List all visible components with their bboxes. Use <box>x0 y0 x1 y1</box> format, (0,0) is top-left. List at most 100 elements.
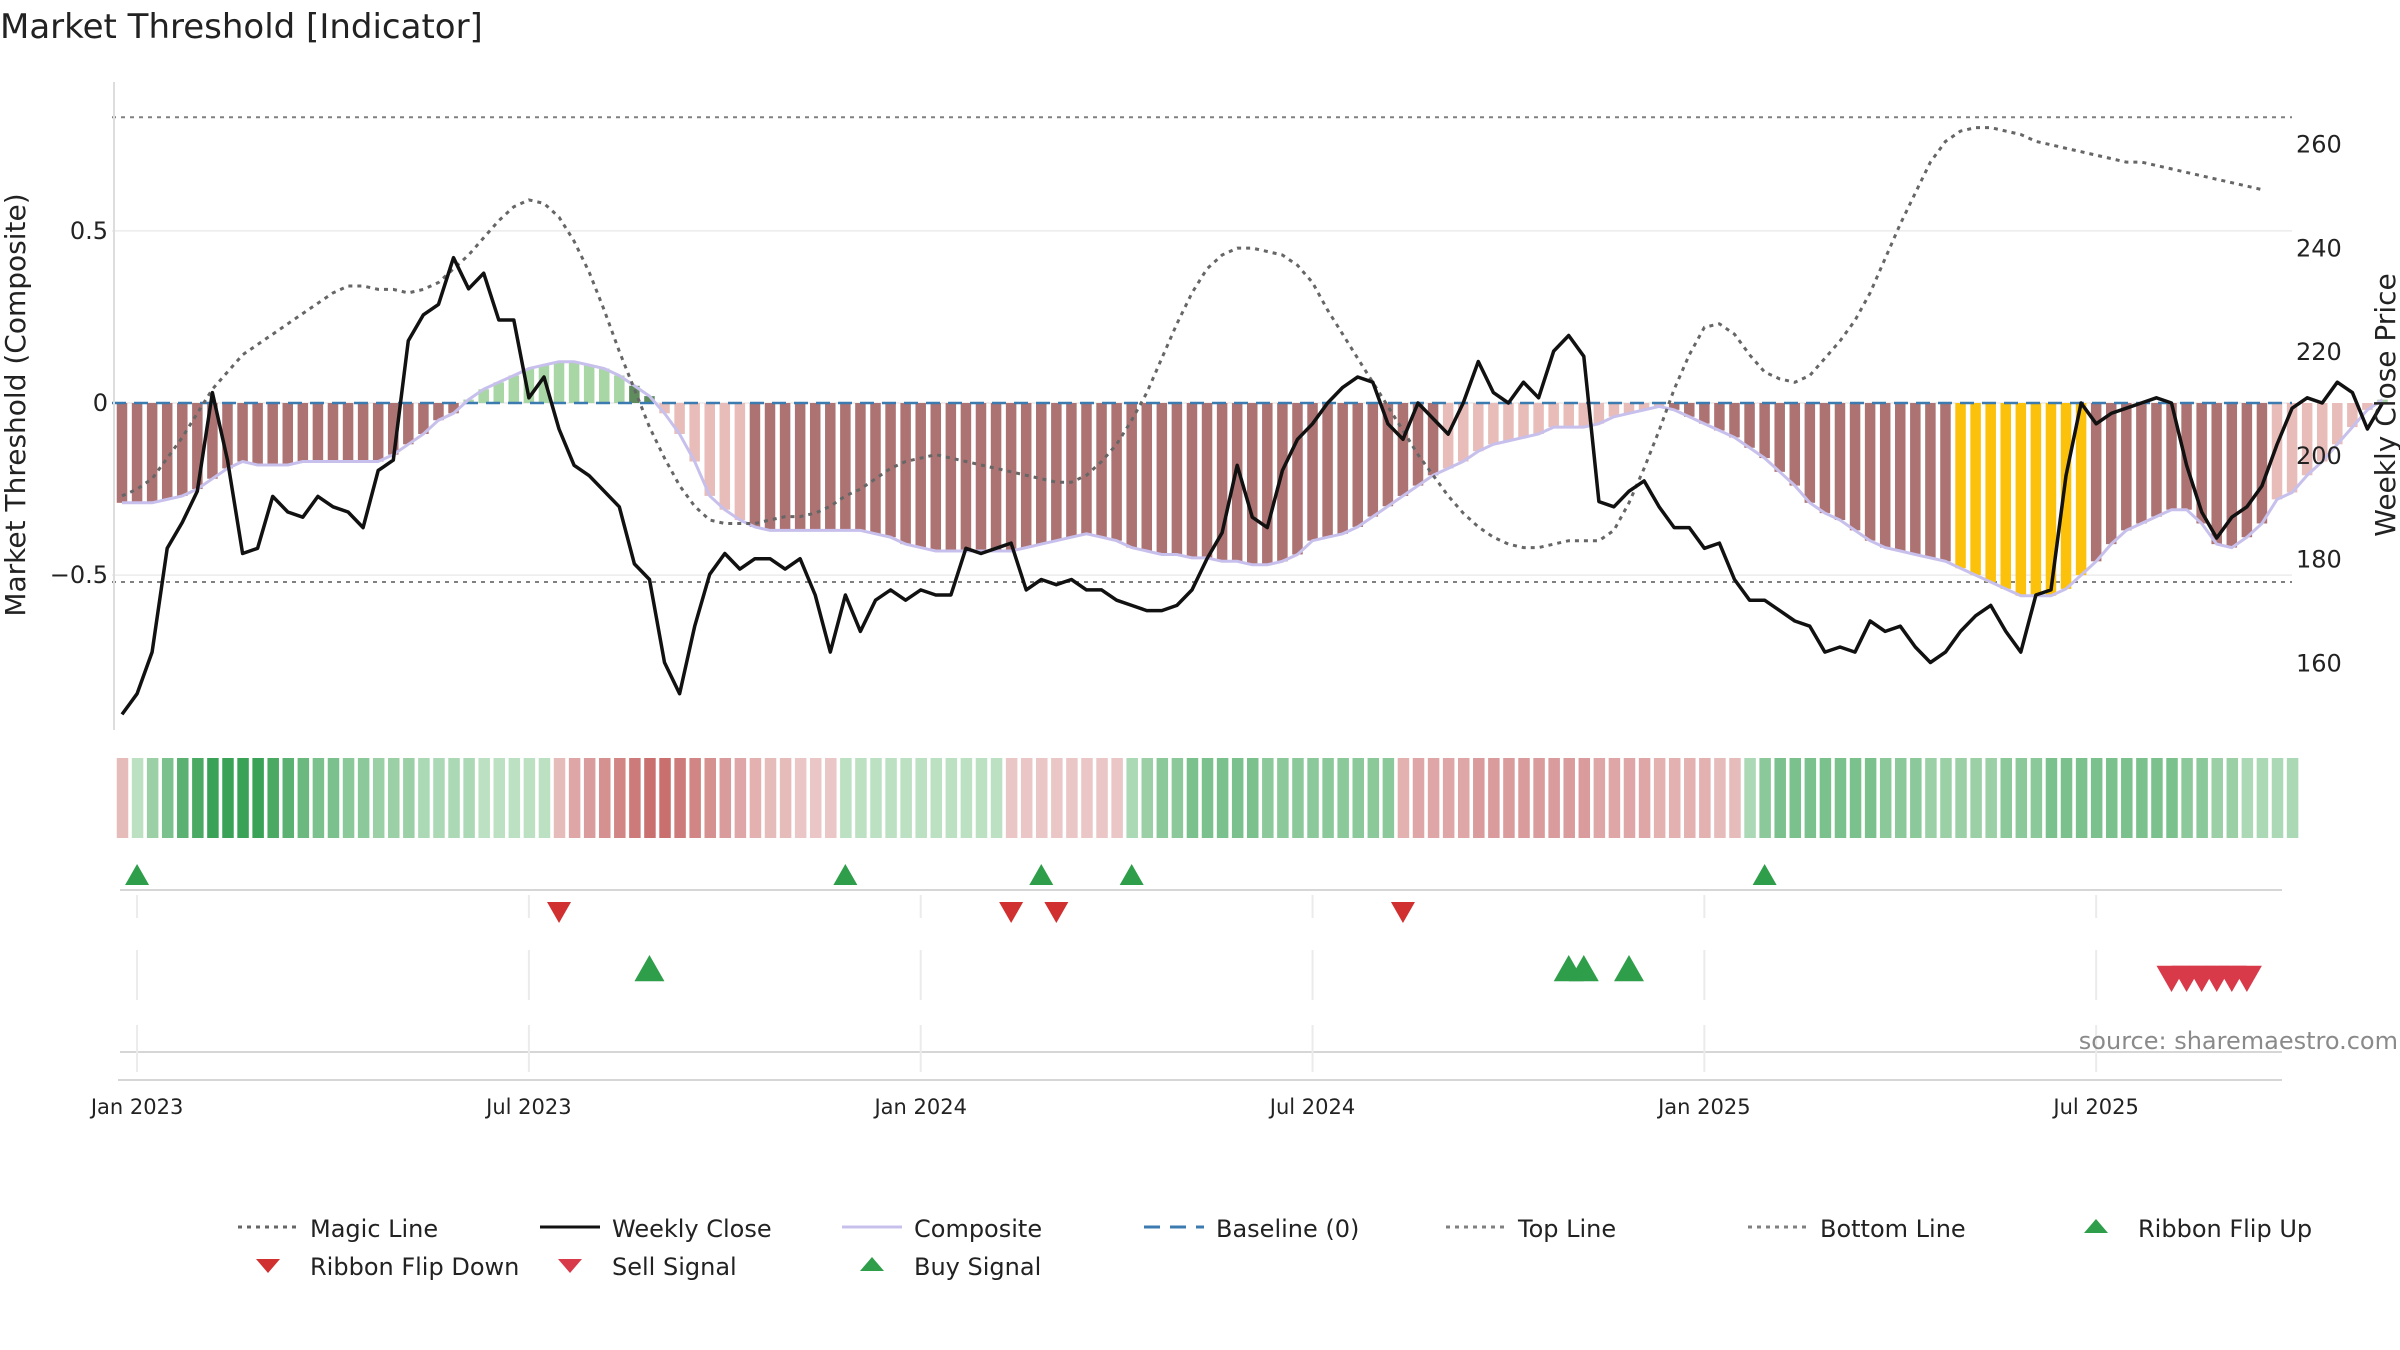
histogram-bar <box>1427 403 1439 476</box>
legend-swatch-triangle <box>256 1259 280 1273</box>
ribbon-cell <box>1970 758 1982 838</box>
histogram-bar <box>689 403 700 462</box>
histogram-bar <box>418 403 429 434</box>
histogram-bar <box>1910 403 1921 555</box>
ribbon-flip-down-marker <box>999 902 1024 923</box>
weekly-close-line <box>120 255 2385 716</box>
y-tick-label: −0.5 <box>50 561 108 589</box>
ribbon-cell <box>990 758 1003 838</box>
ribbon-cell <box>1367 758 1380 838</box>
histogram-bar <box>1322 403 1333 538</box>
histogram-bar <box>2286 403 2298 493</box>
histogram-bar <box>1397 403 1409 496</box>
histogram-bar <box>177 403 188 496</box>
ribbon-cell <box>1925 758 1937 838</box>
histogram-bar <box>1096 403 1107 538</box>
ribbon-cell <box>2226 758 2239 838</box>
histogram-bar <box>1804 403 1816 503</box>
ribbon-flip-down-marker <box>1044 902 1069 923</box>
histogram-bar <box>2196 403 2207 524</box>
histogram-bar <box>960 403 972 552</box>
histogram-bar <box>1623 403 1635 414</box>
ribbon-cell <box>523 758 536 838</box>
ribbon-flip-up-marker <box>1119 864 1144 885</box>
histogram-bar <box>598 368 610 403</box>
histogram-bar <box>1156 403 1168 555</box>
histogram-bar <box>2015 403 2027 596</box>
ribbon-cell <box>1593 758 1606 838</box>
legend-item: Baseline (0) <box>1144 1215 1359 1243</box>
legend-label: Top Line <box>1517 1215 1616 1243</box>
ribbon-cell <box>960 758 973 838</box>
histogram-bar <box>2045 403 2057 596</box>
histogram-bar <box>1699 403 1710 424</box>
y2-tick-label: 260 <box>2296 130 2342 158</box>
ribbon-cell <box>1096 758 1108 838</box>
ribbon-cell <box>1457 758 1470 838</box>
ribbon-cell <box>1623 758 1636 838</box>
ribbon-cell <box>116 758 129 838</box>
histogram-bar <box>2332 403 2343 445</box>
histogram-bar <box>719 403 731 510</box>
ribbon-cell <box>1653 758 1666 838</box>
ribbon-flip-up-marker <box>1029 864 1054 885</box>
histogram-bar <box>433 403 444 421</box>
histogram-bar <box>116 403 128 503</box>
histogram-bar <box>1352 403 1363 527</box>
x-axis: Jan 2023 Jul 2023 Jan 2024 Jul 2024 Jan 2025… <box>89 895 2282 1119</box>
ribbon-cell <box>433 758 445 838</box>
histogram-bar <box>1533 403 1544 434</box>
histogram-bar <box>2030 403 2042 596</box>
ribbon-cell <box>2286 758 2299 838</box>
x-tick-label: Jan 2025 <box>1656 1095 1751 1119</box>
ribbon-cell <box>1307 758 1319 838</box>
ribbon-cell <box>2105 758 2118 838</box>
ribbon-cell <box>1518 758 1530 838</box>
ribbon-cell <box>1744 758 1756 838</box>
ribbon-cell <box>734 758 747 838</box>
ribbon-cell <box>177 758 189 838</box>
ribbon-cell <box>840 758 852 838</box>
ribbon-cell <box>1533 758 1545 838</box>
histogram-bar <box>1186 403 1198 558</box>
histogram-bar <box>2090 403 2102 562</box>
ribbon-cell <box>900 758 912 838</box>
ribbon-cell <box>1427 758 1440 838</box>
ribbon-cell <box>463 758 475 838</box>
histogram-bar <box>372 403 384 462</box>
legend-item: Magic Line <box>238 1215 438 1243</box>
ribbon-cell <box>1774 758 1786 838</box>
histogram-bar <box>538 365 550 403</box>
ribbon-cell <box>930 758 943 838</box>
legend-item: Weekly Close <box>540 1215 772 1243</box>
ribbon-cell <box>2151 758 2163 838</box>
ribbon-cell <box>794 758 807 838</box>
x-tick-label: Jan 2024 <box>872 1095 967 1119</box>
legend-swatch-triangle <box>860 1257 884 1271</box>
ribbon-cell <box>538 758 551 838</box>
histogram-bar <box>1292 403 1303 555</box>
histogram-bar <box>794 403 806 531</box>
histogram-bar <box>448 403 459 414</box>
histogram-bar <box>915 403 926 548</box>
ribbon-cell <box>1442 758 1455 838</box>
histogram-bar <box>192 403 203 490</box>
ribbon-cell <box>131 758 144 838</box>
ribbon-cell <box>2045 758 2058 838</box>
ribbon-cell <box>1382 758 1395 838</box>
y2-tick-label: 180 <box>2296 546 2342 574</box>
ribbon-cell <box>764 758 777 838</box>
x-tick-label: Jul 2024 <box>1268 1095 1355 1119</box>
composite-line <box>122 360 2384 598</box>
x-tick-label: Jan 2023 <box>89 1095 184 1119</box>
histogram-bar <box>2347 403 2358 428</box>
histogram-bar <box>1247 403 1258 565</box>
histogram-bar <box>1985 403 1996 582</box>
ribbon-cell <box>1231 758 1244 838</box>
histogram-bar <box>267 403 278 465</box>
histogram-bar <box>207 403 218 479</box>
histogram-bar <box>1789 403 1801 486</box>
histogram-bar <box>1970 403 1981 576</box>
histogram-bar <box>327 403 339 462</box>
